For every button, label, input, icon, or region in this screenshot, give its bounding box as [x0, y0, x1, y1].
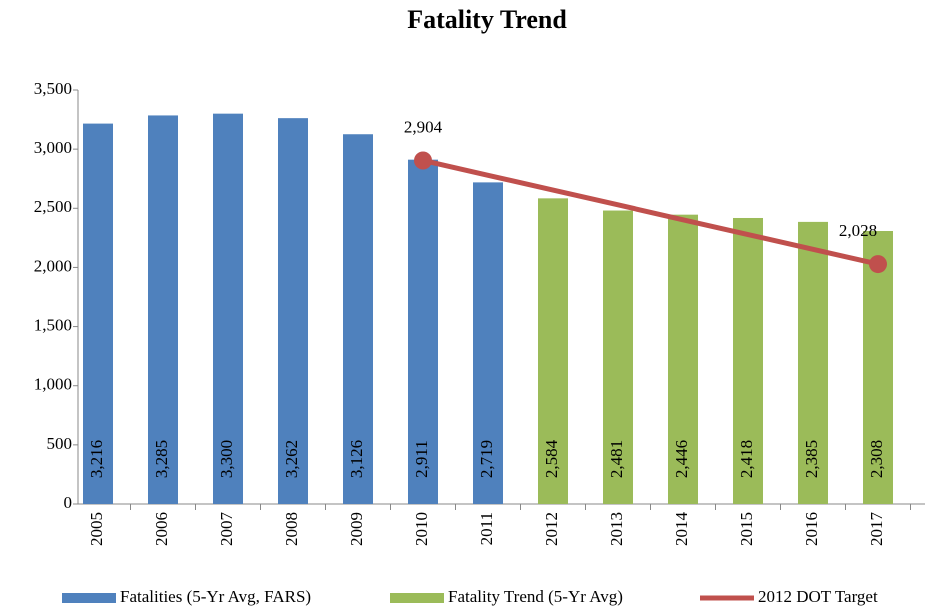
bar-value-label: 2,719 — [477, 440, 496, 478]
bar — [668, 214, 698, 504]
bar-value-label: 3,126 — [347, 440, 366, 478]
bar-value-label: 2,584 — [542, 439, 561, 478]
y-tick-label: 500 — [47, 434, 73, 453]
x-tick-label: 2005 — [87, 512, 106, 546]
bar — [83, 123, 113, 504]
legend-label: Fatalities (5-Yr Avg, FARS) — [120, 587, 311, 606]
x-tick-label: 2007 — [217, 512, 236, 547]
x-tick-label: 2008 — [282, 512, 301, 546]
bar — [538, 198, 568, 504]
bar-value-label: 3,300 — [217, 440, 236, 478]
legend-swatch — [62, 593, 116, 603]
x-tick-label: 2013 — [607, 512, 626, 546]
bar — [343, 134, 373, 504]
y-tick-label: 2,000 — [34, 256, 72, 275]
y-tick-label: 3,000 — [34, 138, 72, 157]
bar-value-label: 3,262 — [282, 440, 301, 478]
line-value-label: 2,904 — [404, 117, 443, 136]
bar — [733, 217, 763, 504]
line-value-label: 2,028 — [839, 221, 877, 240]
bar — [603, 210, 633, 504]
bar — [408, 159, 438, 504]
bar — [148, 115, 178, 504]
y-tick-label: 1,000 — [34, 375, 72, 394]
bar — [798, 221, 828, 505]
x-tick-label: 2012 — [542, 512, 561, 546]
bar — [213, 113, 243, 505]
y-tick-label: 1,500 — [34, 315, 72, 334]
bar — [473, 182, 503, 504]
bar — [863, 230, 893, 504]
x-tick-label: 2016 — [802, 512, 821, 546]
bar-value-label: 3,216 — [87, 440, 106, 478]
x-tick-label: 2014 — [672, 512, 691, 547]
bar-value-label: 3,285 — [152, 440, 171, 478]
line-marker — [869, 255, 887, 274]
bar-value-label: 2,481 — [607, 440, 626, 478]
x-tick-label: 2009 — [347, 512, 366, 546]
bar-value-label: 2,418 — [737, 440, 756, 478]
legend-label: Fatality Trend (5-Yr Avg) — [448, 587, 623, 606]
y-tick-label: 3,500 — [34, 79, 72, 98]
bar — [278, 118, 308, 504]
y-tick-label: 2,500 — [34, 197, 72, 216]
line-marker — [414, 151, 432, 170]
bar-value-label: 2,911 — [412, 440, 431, 478]
bar-value-label: 2,308 — [867, 440, 886, 478]
bar-value-label: 2,446 — [672, 440, 691, 478]
bar-value-label: 2,385 — [802, 440, 821, 478]
x-tick-label: 2011 — [477, 512, 496, 545]
x-tick-label: 2006 — [152, 512, 171, 546]
x-tick-label: 2015 — [737, 512, 756, 546]
y-tick-label: 0 — [64, 493, 73, 512]
legend-label: 2012 DOT Target — [758, 587, 878, 606]
chart-title: Fatality Trend — [407, 5, 567, 34]
x-tick-label: 2017 — [867, 512, 886, 547]
legend-swatch — [390, 593, 444, 603]
x-tick-label: 2010 — [412, 512, 431, 546]
line — [422, 158, 879, 267]
